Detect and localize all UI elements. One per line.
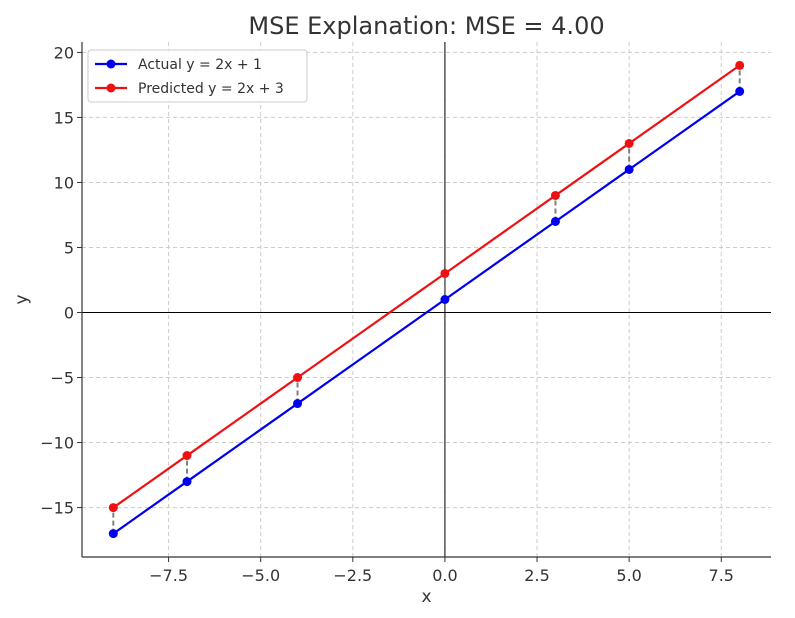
y-tick-label: 15 xyxy=(54,108,74,127)
legend-label: Predicted y = 2x + 3 xyxy=(138,81,284,97)
data-point xyxy=(293,399,303,409)
data-point xyxy=(550,190,560,200)
series-line xyxy=(112,64,741,509)
y-tick-label: 0 xyxy=(64,304,74,323)
x-tick-label: 2.5 xyxy=(524,566,549,585)
x-axis-ticks: −7.5 −5.0 −2.5 0.0 2.5 5.0 7.5 xyxy=(149,557,734,585)
y-tick-label: −15 xyxy=(40,499,74,518)
series-0 xyxy=(108,86,745,539)
legend-swatch-marker xyxy=(106,59,116,69)
data-point xyxy=(182,477,192,487)
x-tick-label: −5.0 xyxy=(241,566,280,585)
legend-box xyxy=(87,49,308,103)
y-tick-label: 10 xyxy=(54,173,74,192)
data-point xyxy=(293,373,303,383)
x-axis-label: x xyxy=(421,587,431,607)
data-point xyxy=(624,164,634,174)
x-tick-label: 7.5 xyxy=(709,566,734,585)
data-point xyxy=(182,451,192,461)
series-layer xyxy=(108,60,745,539)
data-point xyxy=(108,503,118,513)
data-point xyxy=(440,268,450,278)
data-point xyxy=(550,216,560,226)
legend-swatch-marker xyxy=(106,83,116,93)
error-lines xyxy=(112,65,741,534)
legend-item: Predicted y = 2x + 3 xyxy=(95,81,284,97)
x-tick-label: 5.0 xyxy=(616,566,641,585)
legend-item: Actual y = 2x + 1 xyxy=(95,57,262,73)
legend: Actual y = 2x + 1 Predicted y = 2x + 3 xyxy=(87,49,308,103)
y-axis-label: y xyxy=(12,294,32,304)
y-tick-label: 5 xyxy=(64,238,74,257)
plot-frame xyxy=(81,42,771,558)
series-1 xyxy=(108,60,745,513)
data-point xyxy=(735,86,745,96)
data-point xyxy=(440,295,450,304)
chart-title: MSE Explanation: MSE = 4.00 xyxy=(248,12,604,40)
legend-label: Actual y = 2x + 1 xyxy=(138,57,262,73)
data-point xyxy=(624,138,634,148)
y-tick-label: 20 xyxy=(54,43,74,62)
x-tick-label: −7.5 xyxy=(149,566,188,585)
y-tick-label: −10 xyxy=(40,434,74,453)
x-tick-label: 0.0 xyxy=(432,566,457,585)
data-point xyxy=(108,529,118,539)
x-tick-label: −2.5 xyxy=(333,566,372,585)
y-tick-label: −5 xyxy=(50,369,74,388)
y-axis-ticks: −15 −10 −5 0 5 10 15 20 xyxy=(40,43,82,518)
data-point xyxy=(735,60,745,70)
